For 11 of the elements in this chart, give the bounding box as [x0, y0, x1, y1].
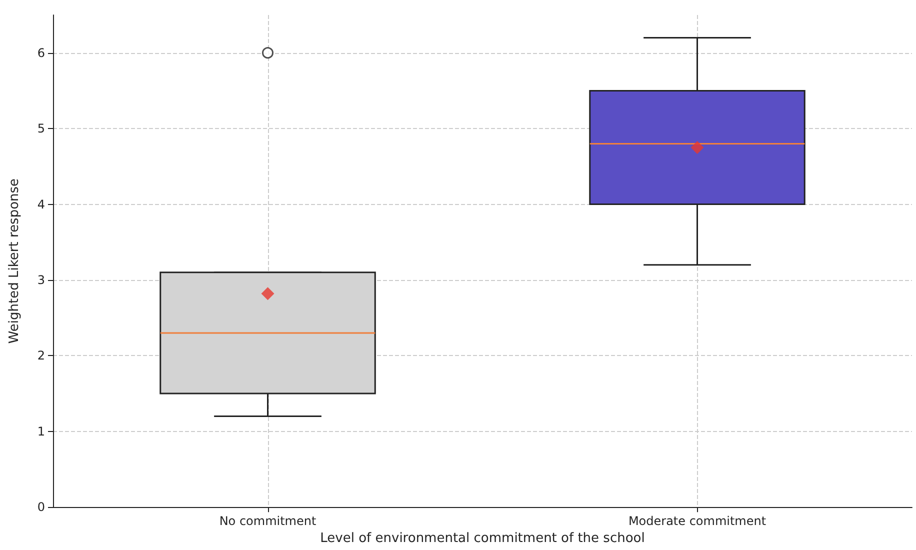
y-tick-label: 4	[37, 197, 45, 212]
x-tick-label: No commitment	[219, 514, 316, 528]
y-tick-label: 5	[37, 122, 45, 136]
x-axis-title: Level of environmental commitment of the school	[320, 531, 645, 546]
y-tick-label: 2	[37, 348, 45, 363]
x-tick-label: Moderate commitment	[628, 514, 766, 528]
y-tick-label: 3	[37, 272, 45, 287]
y-tick-label: 0	[37, 500, 45, 514]
y-tick-label: 6	[37, 46, 45, 60]
y-axis-title: Weighted Likert response	[7, 178, 22, 344]
y-tick-label: 1	[37, 424, 45, 438]
